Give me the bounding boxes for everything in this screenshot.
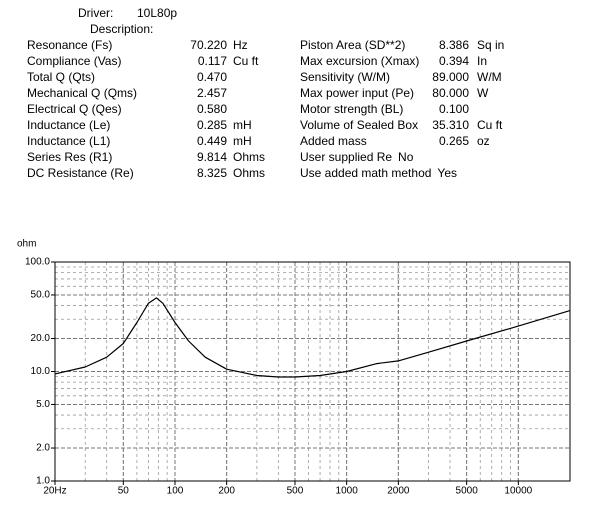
param-label: Compliance (Vas) (27, 54, 121, 68)
param-unit: Cu ft (477, 118, 503, 132)
param-label: Volume of Sealed Box (300, 118, 418, 132)
param-value: 0.449 (197, 134, 227, 148)
param-value: 0.265 (439, 134, 469, 148)
param-unit: mH (233, 118, 252, 132)
param-value: 8.386 (439, 38, 469, 52)
plot-border (54, 261, 571, 482)
param-unit: oz (477, 134, 490, 148)
param-label: Added mass (300, 134, 367, 148)
x-tick-label: 2000 (387, 486, 410, 497)
param-value: 8.325 (197, 166, 227, 180)
param-label: Mechanical Q (Qms) (27, 86, 137, 100)
y-tick-label: 100.0 (25, 257, 50, 268)
param-unit: Ohms (233, 166, 265, 180)
y-tick-label: 10.0 (31, 366, 51, 377)
y-tick-label: 2.0 (36, 443, 50, 454)
param-label: Inductance (L1) (27, 134, 110, 148)
param-label: Motor strength (BL) (300, 102, 403, 116)
param-unit: mH (233, 134, 252, 148)
param-label: Use added math method (300, 166, 431, 180)
x-tick-label: 20Hz (43, 486, 66, 497)
y-tick-label: 50.0 (31, 290, 51, 301)
driver-label: Driver: (78, 6, 113, 20)
param-value: 0.117 (198, 54, 227, 68)
x-tick-label: 50 (118, 486, 130, 497)
param-unit: W/M (477, 70, 502, 84)
param-label: Total Q (Qts) (27, 70, 95, 84)
param-unit: In (477, 54, 487, 68)
param-value: 80.000 (432, 86, 469, 100)
param-label: Inductance (Le) (27, 118, 110, 132)
y-tick-label: 20.0 (31, 333, 51, 344)
param-value: 0.100 (439, 102, 469, 116)
x-tick-label: 10000 (504, 486, 532, 497)
param-value: 35.310 (432, 118, 469, 132)
param-label: Series Res (R1) (27, 150, 112, 164)
description-label: Description: (90, 22, 153, 36)
param-value: No (398, 150, 414, 164)
param-value: 9.814 (197, 150, 227, 164)
param-label: Piston Area (SD**2) (300, 38, 405, 52)
param-unit: Ohms (233, 150, 265, 164)
param-unit: Cu ft (233, 54, 259, 68)
driver-name: 10L80p (137, 6, 177, 20)
y-axis-label: ohm (17, 239, 36, 250)
param-value: 0.394 (439, 54, 469, 68)
param-value: 70.220 (190, 38, 227, 52)
impedance-curve (54, 297, 571, 378)
param-label: DC Resistance (Re) (27, 166, 134, 180)
x-tick-label: 200 (218, 486, 235, 497)
x-tick-label: 500 (287, 486, 304, 497)
param-value: 2.457 (197, 86, 227, 100)
x-tick-label: 100 (167, 486, 184, 497)
param-unit: Sq in (477, 38, 504, 52)
x-tick-label: 1000 (336, 486, 359, 497)
param-value: Yes (437, 166, 457, 180)
param-value: 0.470 (197, 70, 227, 84)
param-label: Max excursion (Xmax) (300, 54, 419, 68)
param-value: 0.285 (197, 118, 227, 132)
x-tick-label: 5000 (456, 486, 479, 497)
param-label: Max power input (Pe) (300, 86, 414, 100)
param-label: Resonance (Fs) (27, 38, 112, 52)
param-label: Electrical Q (Qes) (27, 102, 122, 116)
plot-frame (54, 261, 571, 482)
param-value: 0.580 (197, 102, 227, 116)
param-unit: W (477, 86, 489, 100)
y-tick-label: 1.0 (36, 476, 50, 487)
param-label: User supplied Re (300, 150, 392, 164)
param-unit: Hz (233, 38, 248, 52)
param-label: Sensitivity (W/M) (300, 70, 390, 84)
y-tick-label: 5.0 (36, 399, 50, 410)
param-value: 89.000 (432, 70, 469, 84)
